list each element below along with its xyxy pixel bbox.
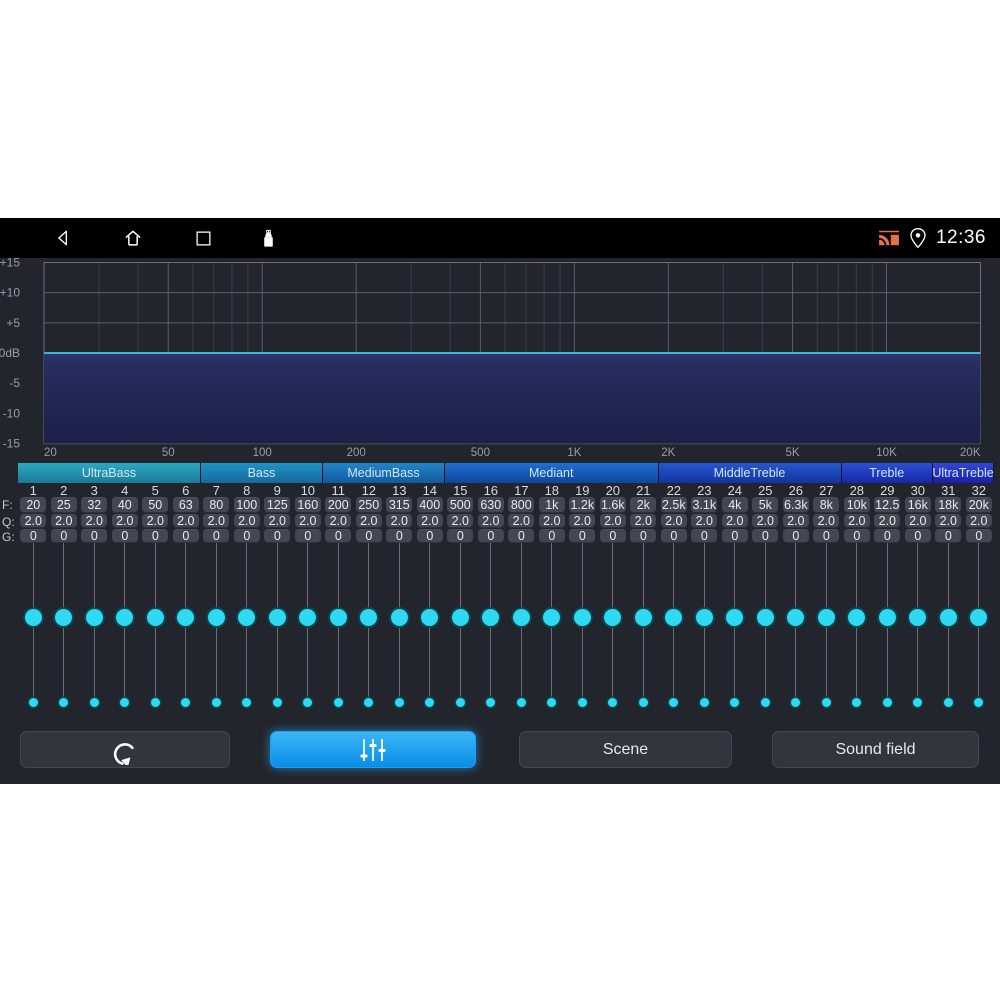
svg-text:50: 50	[162, 447, 175, 459]
svg-text:20: 20	[44, 447, 57, 459]
svg-text:-15: -15	[3, 437, 21, 451]
svg-text:500: 500	[471, 447, 490, 459]
svg-text:-10: -10	[3, 406, 21, 420]
svg-text:+15: +15	[0, 258, 20, 270]
svg-text:100: 100	[253, 447, 272, 459]
svg-text:-5: -5	[9, 376, 20, 390]
svg-text:5K: 5K	[786, 447, 800, 459]
svg-text:1K: 1K	[567, 447, 581, 459]
svg-text:200: 200	[347, 447, 366, 459]
svg-text:+10: +10	[0, 286, 20, 300]
svg-text:10K: 10K	[876, 447, 897, 459]
svg-text:0dB: 0dB	[0, 346, 20, 360]
svg-text:+5: +5	[6, 316, 20, 330]
svg-text:20K: 20K	[960, 447, 981, 459]
svg-text:2K: 2K	[661, 447, 675, 459]
